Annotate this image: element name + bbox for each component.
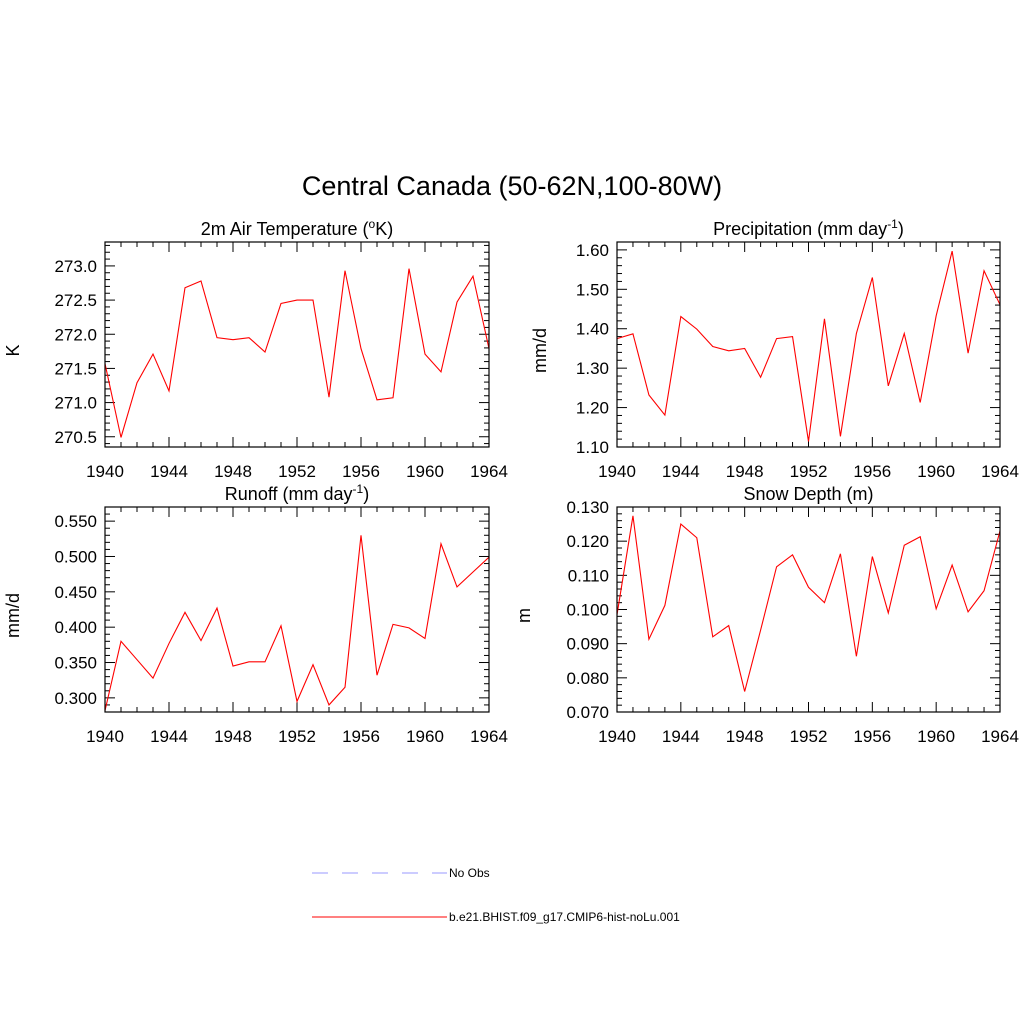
y-tick-label: 0.500 [54, 547, 97, 566]
panel-title: Snow Depth (m) [743, 484, 873, 504]
x-tick-label: 1956 [853, 462, 891, 481]
x-tick-label: 1940 [598, 727, 636, 746]
chart-panel-4: Snow Depth (m) 1940 1944 1948 1952 1956 1960 19… [514, 484, 1019, 746]
y-tick-label: 272.5 [54, 291, 97, 310]
x-tick-label: 1940 [86, 727, 124, 746]
panel-title-end: ) [898, 219, 904, 239]
y-tick-label: 0.130 [566, 498, 609, 517]
y-axis-label: K [3, 344, 23, 356]
x-tick-label: 1952 [278, 727, 316, 746]
y-tick-label: 1.50 [576, 280, 609, 299]
x-tick-label: 1948 [726, 462, 764, 481]
x-tick-label: 1956 [342, 462, 380, 481]
panel-title-main: 2m Air Temperature ( [201, 219, 369, 239]
y-tick-label: 1.20 [576, 399, 609, 418]
y-tick-label: 271.0 [54, 394, 97, 413]
y-tick-label: 0.350 [54, 654, 97, 673]
y-tick-label: 0.090 [566, 635, 609, 654]
panel-title-end: ) [363, 484, 369, 504]
y-tick-label: 0.100 [566, 601, 609, 620]
x-tick-label: 1948 [214, 727, 252, 746]
series-line-1 [616, 250, 1001, 442]
y-tick-label: 0.550 [54, 512, 97, 531]
x-tick-label: 1964 [470, 727, 508, 746]
y-tick-label: 0.110 [568, 566, 609, 585]
panel-title-main: Snow Depth (m) [743, 484, 873, 504]
y-tick-label: 271.5 [54, 359, 97, 378]
panel-title-main: Precipitation (mm day [713, 219, 887, 239]
panel-title: Runoff (mm day-1) [225, 482, 369, 504]
x-tick-label: 1944 [662, 462, 700, 481]
y-tick-label: 1.60 [576, 241, 609, 260]
panel-title-sup: -1 [887, 217, 898, 231]
x-tick-label: 1944 [150, 462, 188, 481]
chart-panel-3: Runoff (mm day-1) 1940 1944 1948 1952 1956 196… [3, 482, 508, 746]
y-tick-label: 0.300 [54, 689, 97, 708]
y-axis-label: m [514, 608, 534, 623]
panel-title-sup: o [369, 217, 376, 231]
legend-label: No Obs [449, 866, 490, 880]
x-tick-label: 1940 [598, 462, 636, 481]
panel-title: Precipitation (mm day-1) [713, 217, 904, 239]
x-tick-label: 1952 [278, 462, 316, 481]
x-tick-label: 1948 [214, 462, 252, 481]
x-tick-label: 1960 [406, 727, 444, 746]
y-axis-label: mm/d [530, 328, 550, 373]
y-tick-label: 1.40 [576, 320, 609, 339]
plot-frame [616, 506, 1001, 713]
legend-entry-2: b.e21.BHIST.f09_g17.CMIP6-hist-noLu.001 [312, 910, 680, 924]
y-tick-label: 0.450 [54, 583, 97, 602]
x-tick-label: 1964 [981, 462, 1019, 481]
x-tick-label: 1956 [853, 727, 891, 746]
series-line-1 [104, 535, 490, 711]
panel-title: 2m Air Temperature (oK) [201, 217, 393, 239]
x-tick-label: 1944 [150, 727, 188, 746]
x-tick-label: 1956 [342, 727, 380, 746]
x-tick-label: 1952 [790, 462, 828, 481]
x-tick-label: 1964 [981, 727, 1019, 746]
y-tick-label: 0.120 [566, 532, 609, 551]
x-tick-label: 1960 [917, 727, 955, 746]
legend: No Obs b.e21.BHIST.f09_g17.CMIP6-hist-noL… [312, 866, 680, 924]
y-tick-label: 1.30 [576, 359, 609, 378]
y-tick-label: 272.0 [54, 325, 97, 344]
series-line-1 [104, 268, 490, 438]
panel-title-sup: -1 [353, 482, 364, 496]
legend-label: b.e21.BHIST.f09_g17.CMIP6-hist-noLu.001 [449, 910, 680, 924]
panel-title-main: Runoff (mm day [225, 484, 353, 504]
chart-panels: 2m Air Temperature (oK)1940 1944 1948 1952 1… [3, 217, 1019, 746]
y-tick-label: 0.080 [566, 669, 609, 688]
y-tick-label: 273.0 [54, 257, 97, 276]
y-tick-label: 270.5 [54, 428, 97, 447]
x-tick-label: 1940 [86, 462, 124, 481]
series-line-1 [616, 515, 1001, 692]
x-tick-label: 1964 [470, 462, 508, 481]
x-tick-label: 1944 [662, 727, 700, 746]
figure-title: Central Canada (50-62N,100-80W) [302, 171, 722, 201]
x-tick-label: 1960 [917, 462, 955, 481]
x-tick-label: 1952 [790, 727, 828, 746]
plot-frame [104, 241, 490, 448]
y-tick-label: 0.400 [54, 618, 97, 637]
legend-entry-1: No Obs [312, 866, 490, 880]
plot-frame [104, 506, 490, 713]
panel-title-end: K) [375, 219, 393, 239]
x-tick-label: 1960 [406, 462, 444, 481]
y-tick-label: 0.070 [566, 703, 609, 722]
y-tick-label: 1.10 [576, 438, 609, 457]
plot-frame [616, 241, 1001, 448]
chart-panel-2: Precipitation (mm day-1) 1940 1944 1948 1952… [530, 217, 1019, 481]
y-axis-label: mm/d [3, 593, 23, 638]
x-tick-label: 1948 [726, 727, 764, 746]
chart-panel-1: 2m Air Temperature (oK) 1940 1944 1948 1952 1… [3, 217, 508, 481]
